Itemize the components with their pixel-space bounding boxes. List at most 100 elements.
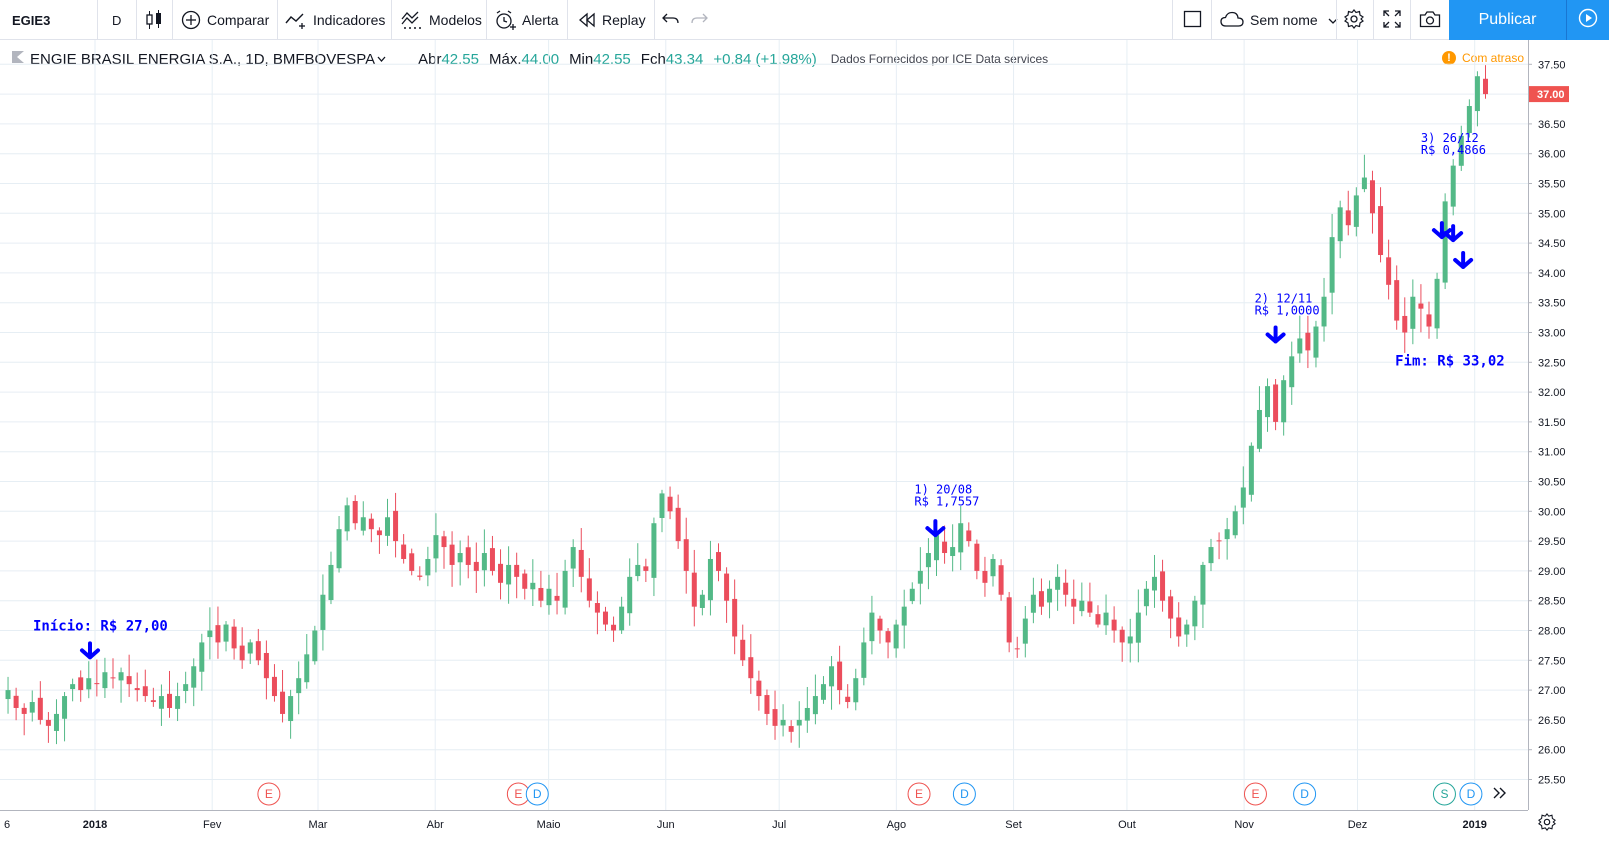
symbol-input[interactable]: EGIE3 <box>12 12 51 28</box>
candle <box>707 558 713 601</box>
time-tick-label: Mar <box>309 819 328 831</box>
price-tick-label: 31.50 <box>1538 417 1566 429</box>
candle <box>425 558 431 576</box>
candle <box>271 676 277 697</box>
symbol-title[interactable]: ENGIE BRASIL ENERGIA S.A., 1D, BMFBOVESP… <box>30 50 376 68</box>
redo-button[interactable] <box>690 0 708 40</box>
candle <box>199 642 205 672</box>
templates-button[interactable]: Modelos <box>401 0 482 40</box>
annotation-value: R$ 1,7557 <box>914 494 979 508</box>
candle <box>885 631 891 643</box>
price-chart[interactable]: Início: R$ 27,00 1) 20/08R$ 1,7557 2) 12/1… <box>0 40 1609 860</box>
candle <box>1450 165 1456 207</box>
fullscreen-layout-button[interactable] <box>1183 0 1203 40</box>
settings-button[interactable] <box>1344 0 1364 40</box>
interval-button[interactable]: D <box>112 12 122 28</box>
indicators-button[interactable]: Indicadores <box>285 0 385 40</box>
candle <box>974 543 980 571</box>
time-tick-label: Abr <box>427 819 444 831</box>
alarm-clock-icon <box>494 10 516 30</box>
alert-button[interactable]: Alerta <box>494 0 559 40</box>
undo-icon <box>662 11 680 30</box>
candle <box>619 606 625 631</box>
compare-button[interactable]: Comparar <box>181 0 269 40</box>
candle <box>62 696 68 719</box>
time-tick-label: Ago <box>887 819 907 831</box>
chart-grid <box>0 40 1528 810</box>
rewind-icon <box>578 12 596 28</box>
high-label: Máx. <box>489 50 522 68</box>
snapshot-button[interactable] <box>1419 0 1441 40</box>
toolbar-divider <box>1410 0 1411 40</box>
candle <box>78 677 84 691</box>
candle <box>683 539 689 571</box>
toolbar-divider <box>1373 0 1374 40</box>
layout-name-button[interactable]: Sem nome <box>1220 0 1338 40</box>
candle <box>950 547 956 557</box>
candle <box>1289 356 1295 388</box>
candle <box>1466 106 1472 134</box>
time-tick-label: Fev <box>203 819 222 831</box>
candle <box>990 558 996 577</box>
event-marker-label: E <box>514 787 522 801</box>
axis-settings-button[interactable] <box>1538 813 1556 836</box>
annotation-label: Fim: R$ 33,02 <box>1395 353 1505 369</box>
candle <box>627 576 633 614</box>
scroll-right-icon <box>1493 787 1506 799</box>
candle <box>304 654 310 683</box>
candle <box>158 696 164 709</box>
candle <box>554 595 560 601</box>
candle <box>893 624 899 649</box>
candle <box>1055 576 1061 590</box>
event-marker <box>952 782 976 806</box>
candle <box>1426 314 1432 327</box>
event-marker-label: D <box>1300 787 1309 801</box>
annotation-arrow-icon <box>1443 224 1464 243</box>
candle <box>102 672 108 689</box>
play-button[interactable] <box>1566 0 1609 40</box>
candle <box>1394 280 1400 321</box>
price-tick-label: 34.00 <box>1538 268 1566 280</box>
publish-button[interactable]: Publicar <box>1449 0 1566 40</box>
candle <box>861 642 867 678</box>
candle <box>376 530 382 536</box>
undo-button[interactable] <box>662 0 680 40</box>
time-tick-label: Set <box>1005 819 1022 831</box>
replay-button[interactable]: Replay <box>578 0 646 40</box>
delay-badge[interactable]: ! Com atraso <box>1442 49 1524 67</box>
candle <box>1410 296 1416 329</box>
price-tick-label: 38.00 <box>1538 40 1566 42</box>
layout-name-label: Sem nome <box>1250 12 1318 28</box>
fullscreen-button[interactable] <box>1383 0 1401 40</box>
candle <box>1014 648 1020 650</box>
price-tick-label: 25.50 <box>1538 775 1566 787</box>
chart-style-button[interactable] <box>145 0 169 40</box>
candle <box>1329 237 1335 293</box>
candle <box>288 696 294 722</box>
candle <box>94 683 100 685</box>
candle <box>966 530 972 542</box>
price-tick-label: 36.00 <box>1538 149 1566 161</box>
annotation-label: 3) 26/12 <box>1421 131 1479 145</box>
gear-icon <box>1538 813 1556 835</box>
chevron-down-icon[interactable] <box>377 50 386 68</box>
candle <box>659 493 665 518</box>
price-axis-bg <box>1528 40 1609 860</box>
price-tick-label: 27.50 <box>1538 655 1566 667</box>
plus-circle-icon <box>181 10 201 30</box>
toolbar-divider <box>136 0 137 40</box>
annotation-value: R$ 0,4866 <box>1421 143 1486 157</box>
annotation-label: 2) 12/11 <box>1255 292 1313 306</box>
candle <box>748 657 754 679</box>
candle <box>13 695 19 708</box>
time-tick-label: 2018 <box>83 819 107 831</box>
candle <box>1386 257 1392 285</box>
annotation-arrow-icon <box>1265 325 1286 344</box>
candle <box>764 695 770 714</box>
annotation-value: R$ 1,0000 <box>1255 304 1320 318</box>
templates-icon <box>401 10 423 30</box>
candle <box>804 707 810 721</box>
candle <box>514 564 520 577</box>
candle <box>909 588 915 602</box>
